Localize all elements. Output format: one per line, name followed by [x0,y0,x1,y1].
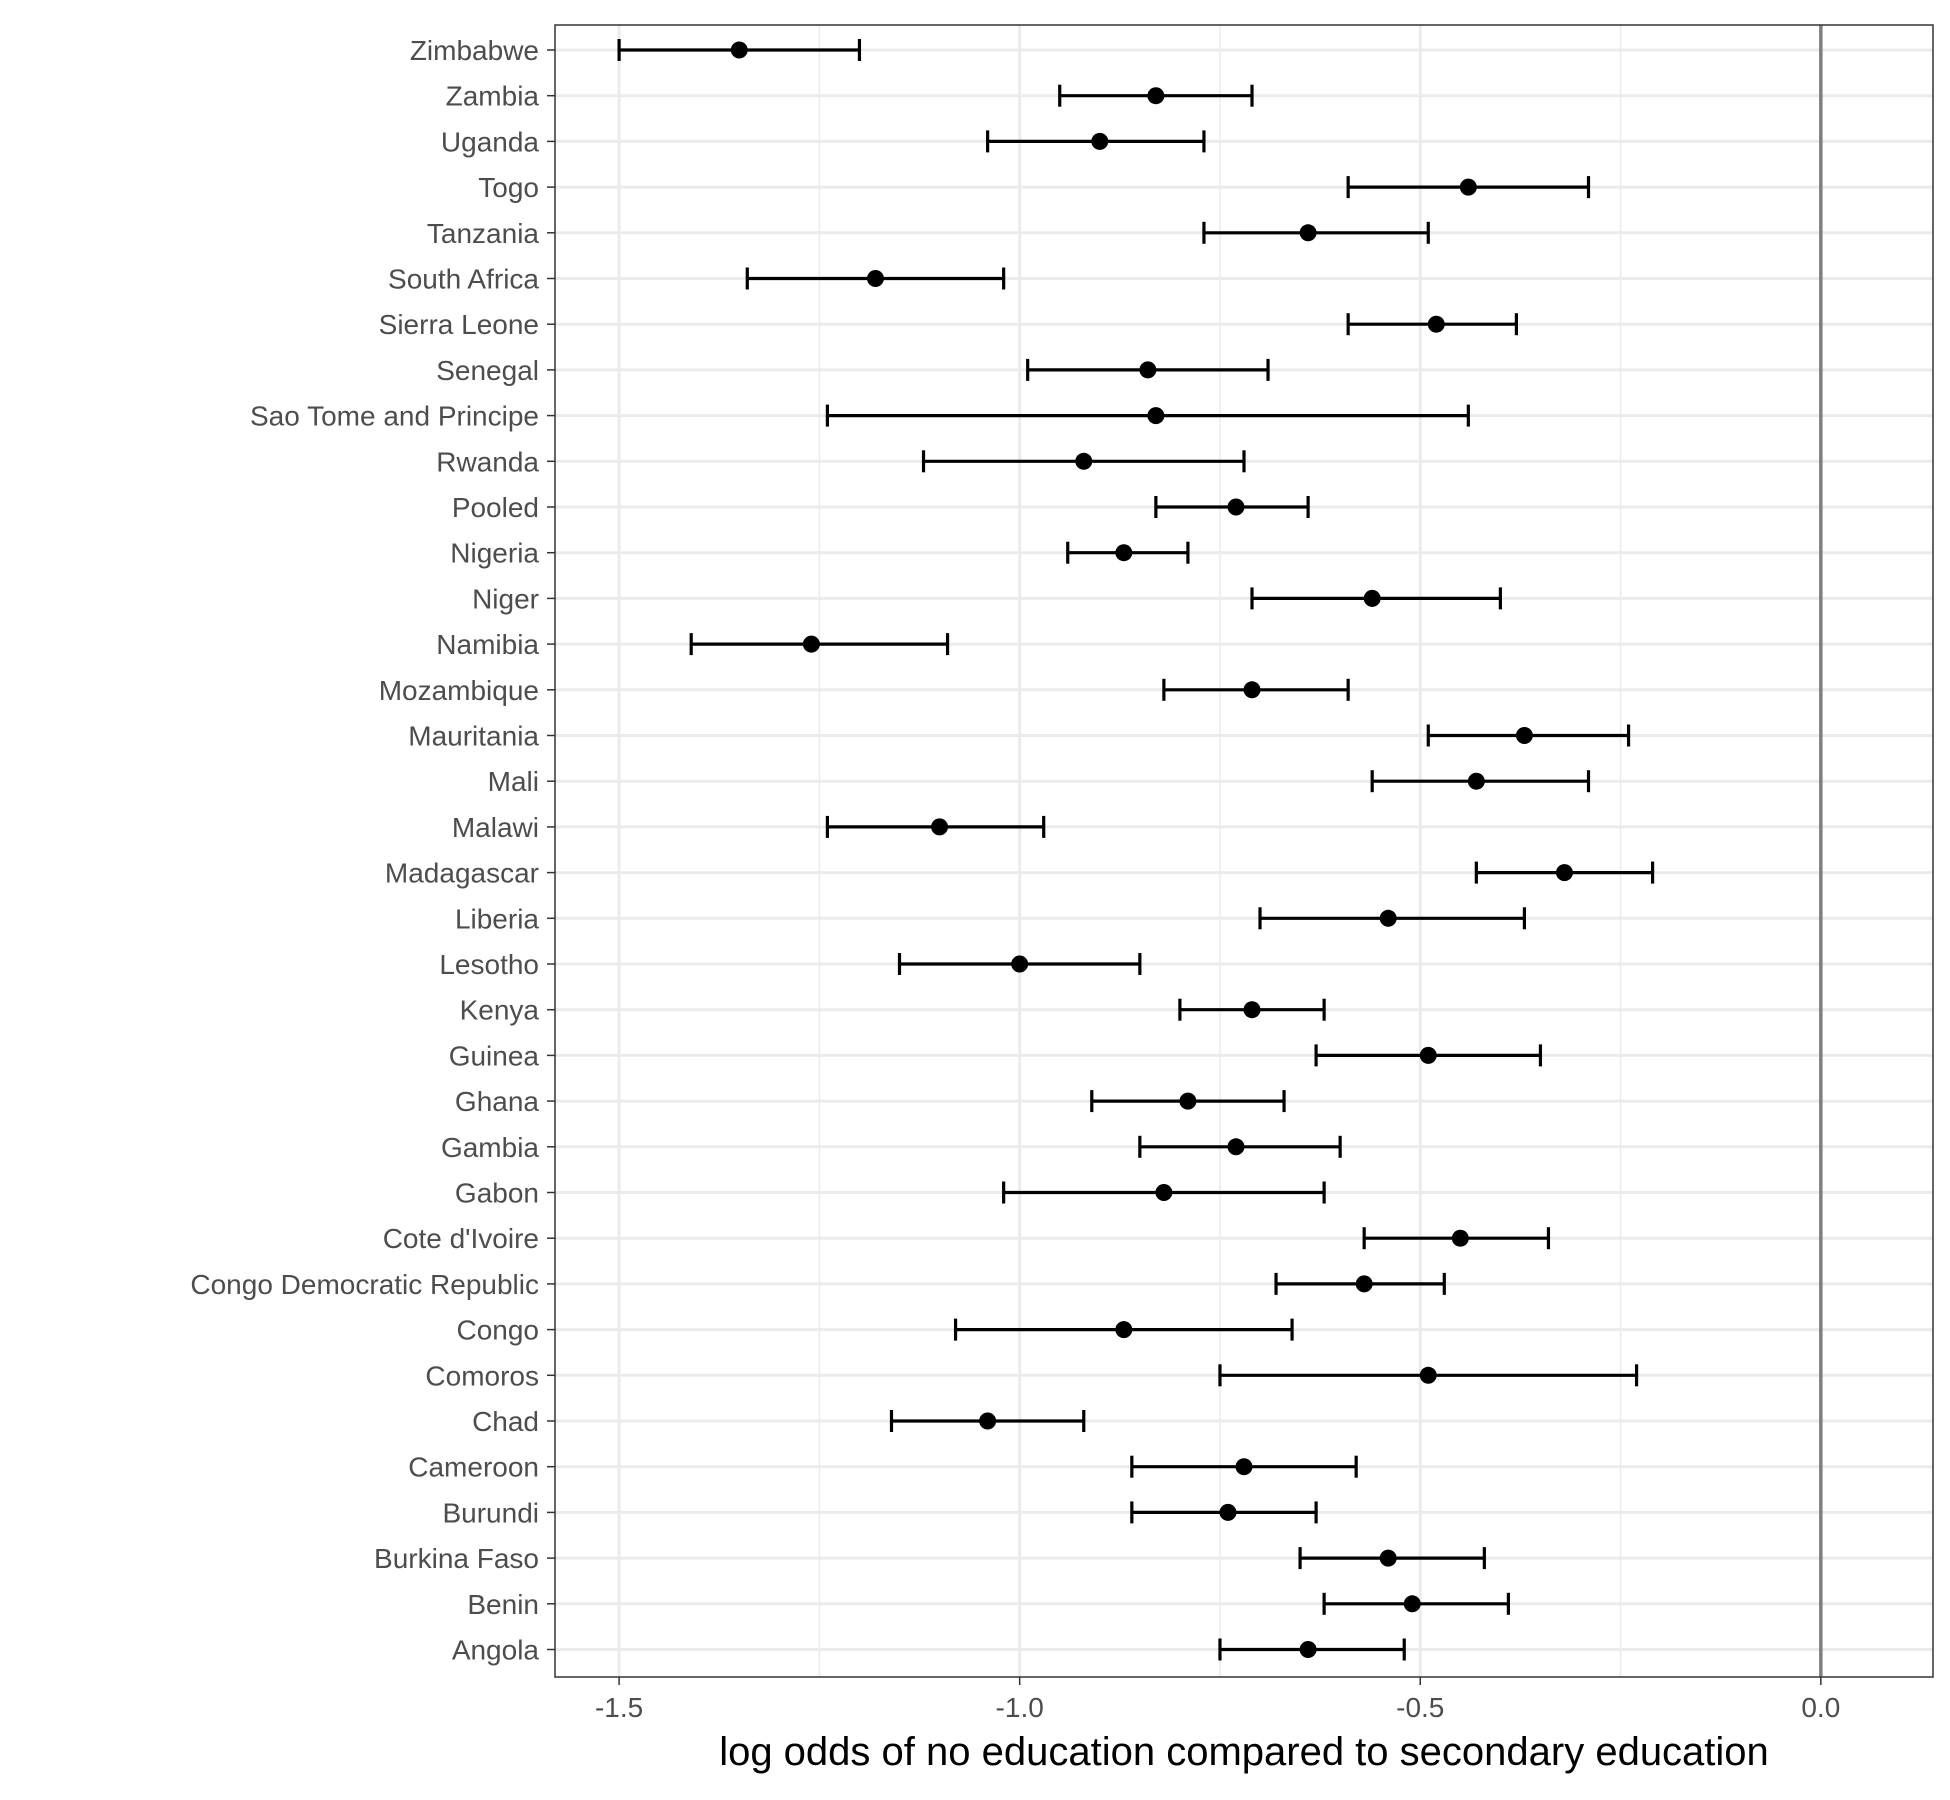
y-tick-label: Rwanda [436,446,539,477]
x-tick-label: 0.0 [1801,1692,1840,1723]
data-point [1451,1229,1469,1247]
data-point [1379,1549,1397,1567]
y-tick-label: Gambia [441,1132,539,1163]
data-point [1379,909,1397,927]
data-point [1115,544,1133,562]
y-tick-label: Guinea [449,1040,540,1071]
data-point [866,270,884,287]
data-point [1147,87,1165,105]
data-point [1243,681,1261,699]
y-tick-label: Mozambique [379,675,539,706]
x-tick-label: -1.5 [595,1692,643,1723]
data-point [931,818,949,836]
data-point [730,41,748,59]
x-tick-label: -1.0 [996,1692,1044,1723]
y-tick-label: Lesotho [439,949,539,980]
y-tick-label: Cameroon [408,1452,539,1483]
data-point [979,1412,997,1430]
data-point [1227,1138,1245,1156]
y-tick-label: Zambia [446,81,540,112]
data-point [1011,955,1029,973]
data-point [1403,1595,1421,1613]
data-point [1515,727,1533,744]
point-estimates [730,41,1573,1658]
y-tick-label: Mali [488,766,539,797]
y-tick-label: Uganda [441,126,540,157]
y-tick-label: Zimbabwe [410,35,539,66]
y-tick-label: Nigeria [450,538,539,569]
data-point [1155,1184,1173,1201]
y-tick-label: Namibia [436,629,539,660]
y-tick-label: Niger [472,583,539,614]
data-point [1419,1366,1437,1384]
y-tick-label: Madagascar [385,858,539,889]
y-tick-label: Comoros [425,1360,539,1391]
data-point [1299,224,1317,242]
data-point [1243,1001,1261,1019]
y-tick-label: Kenya [460,995,540,1026]
panel-border [554,24,1934,1678]
data-point [1219,1503,1237,1521]
data-point [1299,1641,1317,1658]
y-tick-label: Gabon [455,1178,539,1209]
data-point [1419,1046,1437,1064]
grid-lines [555,25,1933,1677]
y-tick-label: Benin [467,1589,539,1620]
y-tick-label: Tanzania [427,218,540,249]
y-tick-label: Cote d'Ivoire [383,1223,539,1254]
y-tick-label: Congo [456,1315,539,1346]
x-axis-title: log odds of no education compared to sec… [719,1730,1769,1774]
x-tick-label: -0.5 [1396,1692,1444,1723]
data-point [1075,452,1093,470]
data-point [1147,407,1165,425]
y-tick-label: Senegal [436,355,539,386]
y-tick-label: Congo Democratic Republic [190,1269,539,1300]
y-tick-label: Sao Tome and Principe [250,401,539,432]
data-point [1227,498,1245,516]
data-point [1179,1092,1197,1110]
data-point [1363,589,1381,607]
y-tick-label: Chad [472,1406,539,1437]
y-tick-label: South Africa [388,264,539,295]
y-tick-label: Sierra Leone [379,309,539,340]
data-point [1235,1458,1253,1476]
y-tick-label: Liberia [455,903,539,934]
data-point [1115,1321,1133,1339]
y-tick-label: Burkina Faso [374,1543,539,1574]
y-tick-label: Pooled [452,492,539,523]
y-tick-label: Ghana [455,1086,539,1117]
y-tick-label: Togo [478,172,539,203]
x-axis-ticks: -1.5 -1.0 -0.5 0.0 [595,1677,1840,1723]
data-point [1427,315,1445,333]
y-tick-label: Malawi [452,812,539,843]
y-tick-label: Angola [452,1635,540,1666]
data-point [1139,361,1157,379]
data-point [1091,132,1109,150]
y-tick-label: Burundi [442,1497,539,1528]
y-tick-label: Mauritania [408,721,539,752]
data-point [802,635,820,653]
data-point [1355,1275,1373,1293]
data-point [1555,864,1573,882]
y-axis-ticks: Zimbabwe Zambia Uganda Togo Tanzania South Af… [190,35,555,1666]
data-point [1467,772,1485,790]
data-point [1459,178,1477,196]
